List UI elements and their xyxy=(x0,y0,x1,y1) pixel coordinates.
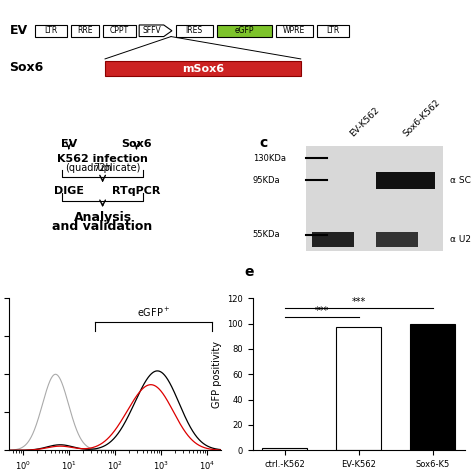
Text: WPRE: WPRE xyxy=(283,26,305,35)
Text: α U2: α U2 xyxy=(450,235,471,244)
Text: eGFP: eGFP xyxy=(235,26,254,35)
Text: EV: EV xyxy=(61,139,77,149)
Text: RRE: RRE xyxy=(77,26,93,35)
Text: 130KDa: 130KDa xyxy=(253,154,286,163)
FancyBboxPatch shape xyxy=(375,172,435,189)
FancyBboxPatch shape xyxy=(276,25,313,36)
FancyBboxPatch shape xyxy=(175,25,213,36)
Text: K562 infection: K562 infection xyxy=(57,155,148,164)
Y-axis label: GFP positivity: GFP positivity xyxy=(212,341,222,408)
Text: α SC: α SC xyxy=(450,176,471,185)
Text: mSox6: mSox6 xyxy=(182,64,224,74)
Bar xyxy=(337,328,381,450)
Text: EV-K562: EV-K562 xyxy=(348,105,381,138)
Bar xyxy=(410,324,455,450)
Text: IRES: IRES xyxy=(186,26,203,35)
FancyBboxPatch shape xyxy=(105,62,301,76)
Text: and validation: and validation xyxy=(53,220,153,233)
Text: LTR: LTR xyxy=(327,26,340,35)
Text: SFFV: SFFV xyxy=(142,26,161,35)
Text: c: c xyxy=(259,136,267,150)
Text: eGFP$^+$: eGFP$^+$ xyxy=(137,306,170,319)
Text: 72h: 72h xyxy=(93,163,112,173)
Text: Sox6-K562: Sox6-K562 xyxy=(401,98,442,138)
FancyBboxPatch shape xyxy=(217,25,272,36)
Text: 95KDa: 95KDa xyxy=(253,176,281,185)
FancyBboxPatch shape xyxy=(312,232,355,247)
FancyBboxPatch shape xyxy=(375,232,418,247)
Text: Analysis: Analysis xyxy=(73,211,132,224)
Polygon shape xyxy=(139,25,172,36)
Text: ***: *** xyxy=(315,306,329,316)
Bar xyxy=(263,448,307,450)
Text: (quadruplicate): (quadruplicate) xyxy=(65,163,140,173)
Text: Sox6: Sox6 xyxy=(121,139,152,149)
Text: e: e xyxy=(244,265,254,280)
Text: Sox6: Sox6 xyxy=(9,61,44,73)
FancyBboxPatch shape xyxy=(103,25,136,36)
Text: EV: EV xyxy=(9,24,27,37)
FancyBboxPatch shape xyxy=(35,25,67,36)
Text: 55KDa: 55KDa xyxy=(253,230,281,239)
Text: RTqPCR: RTqPCR xyxy=(112,186,161,196)
Text: CPPT: CPPT xyxy=(109,26,129,35)
FancyBboxPatch shape xyxy=(71,25,99,36)
FancyBboxPatch shape xyxy=(306,146,443,251)
FancyBboxPatch shape xyxy=(317,25,349,36)
Text: LTR: LTR xyxy=(44,26,57,35)
Text: DIGE: DIGE xyxy=(54,186,84,196)
Text: ***: *** xyxy=(352,297,366,307)
